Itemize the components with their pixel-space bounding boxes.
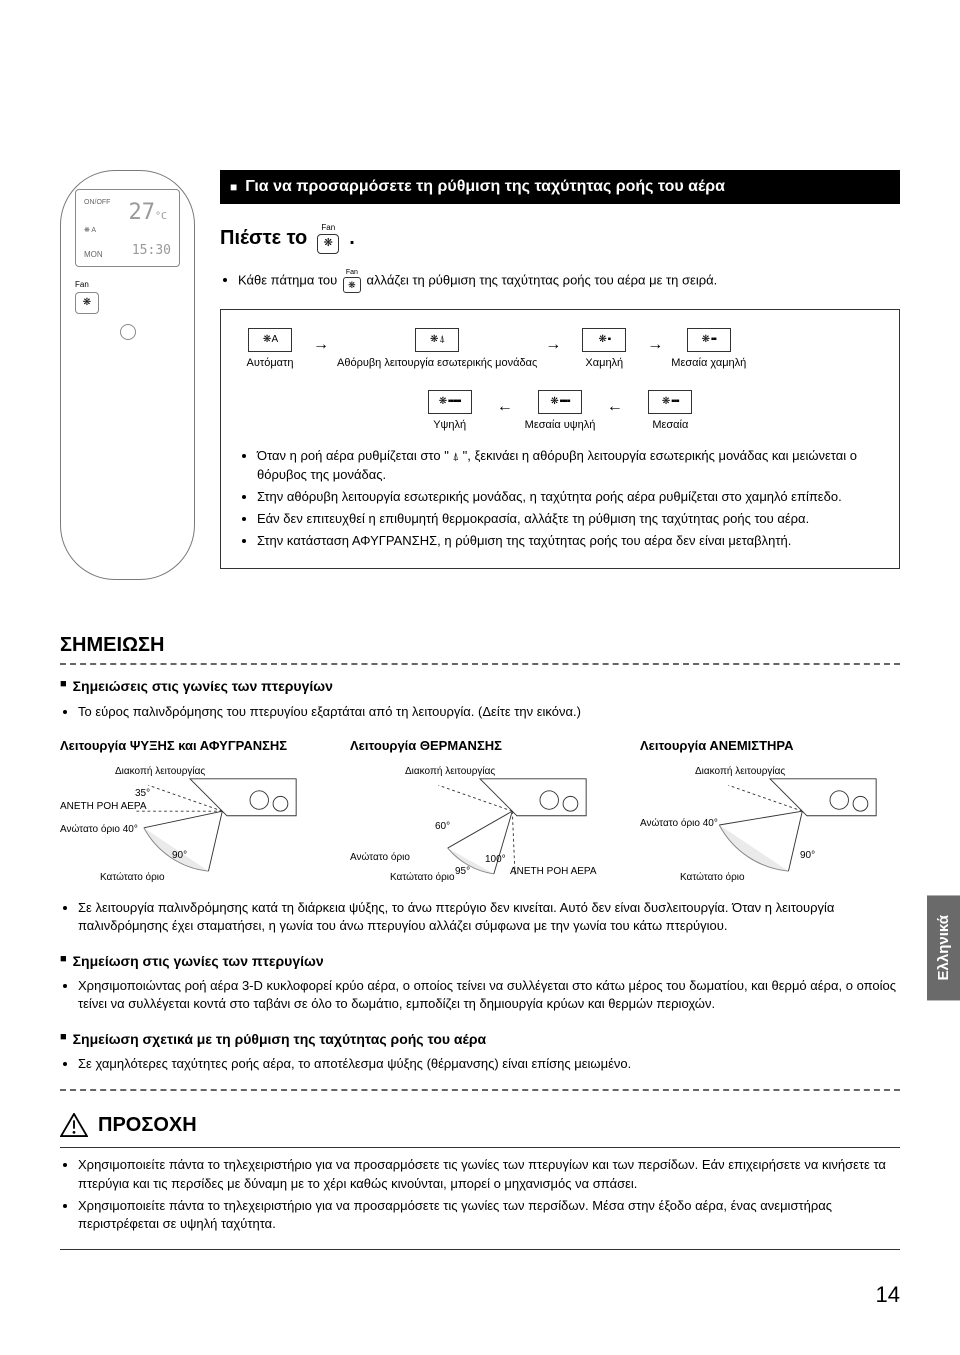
tree-icon: ⍋ <box>452 451 459 463</box>
lcd-temp: 27°C <box>128 198 167 229</box>
lcd-icon-row: ❋ A <box>84 226 96 236</box>
subhead-airflow-speed: Σημείωση σχετικά με τη ρύθμιση της ταχύτ… <box>60 1030 900 1050</box>
solid-divider <box>60 1249 900 1250</box>
caution-bullets: Χρησιμοποιείτε πάντα το τηλεχειριστήριο … <box>60 1156 900 1233</box>
lcd-clock: 15:30 <box>132 242 171 260</box>
mode-heat: Λειτουργία ΘΕΡΜΑΝΣΗΣ Διακοπή λειτουργίας… <box>350 737 610 885</box>
caution-bullet-1: Χρησιμοποιείτε πάντα το τηλεχειριστήριο … <box>78 1156 900 1192</box>
label-comfort: ΑΝΕΤΗ ΡΟΗ ΑΕΡΑ <box>510 865 597 879</box>
flow-med: ❋ ▪▪▪ Μεσαία <box>635 390 705 433</box>
remote-fan-label: Fan <box>75 279 180 290</box>
remote-lcd: ON/OFF 27°C ❋ A MON 15:30 <box>75 189 180 267</box>
angle-90: 90° <box>800 849 815 863</box>
arrow-left-icon: → <box>497 396 513 418</box>
flow-quiet: ❋ ⍋ Αθόρυβη λειτουργία εσωτερικής μονάδα… <box>337 328 537 371</box>
mode-heat-title: Λειτουργία ΘΕΡΜΑΝΣΗΣ <box>350 737 610 755</box>
label-upper: Ανώτατο όριο 40° <box>60 823 138 837</box>
subhead2-bullet: Χρησιμοποιώντας ροή αέρα 3-D κυκλοφορεί … <box>78 977 900 1013</box>
arrow-left-icon: → <box>607 396 623 418</box>
inline-fan-icon: Fan ❋ <box>343 268 361 294</box>
mode-diagrams-row: Λειτουργία ΨΥΞΗΣ και ΑΦΥΓΡΑΝΣΗΣ Διακοπή … <box>60 737 900 885</box>
flap-diagram-heat: Διακοπή λειτουργίας 60° Ανώτατο όριο 95°… <box>350 765 610 885</box>
caution-bullet-2: Χρησιμοποιείτε πάντα το τηλεχειριστήριο … <box>78 1197 900 1233</box>
flow-auto: ❋ A Αυτόματη <box>235 328 305 371</box>
dashed-divider <box>60 1089 900 1091</box>
lcd-day: MON <box>84 249 103 260</box>
subhead3-bullet: Σε χαμηλότερες ταχύτητες ροής αέρα, το α… <box>78 1055 900 1073</box>
label-stop: Διακοπή λειτουργίας <box>115 765 205 779</box>
subhead2-bullets: Χρησιμοποιώντας ροή αέρα 3-D κυκλοφορεί … <box>60 977 900 1013</box>
section-title-bar: Για να προσαρμόσετε τη ρύθμιση της ταχύτ… <box>220 170 900 204</box>
flow-medhigh: ❋ ▪▪▪▪ Μεσαία υψηλή <box>525 390 596 433</box>
arrow-right-icon: → <box>647 334 663 356</box>
page-number: 14 <box>60 1280 900 1311</box>
press-label: Πιέστε το <box>220 224 307 252</box>
angle-95: 95° <box>455 865 470 879</box>
subhead-flap-angles-2: Σημείωση στις γωνίες των πτερυγίων <box>60 952 900 972</box>
intro-bullet-list: Κάθε πάτημα του Fan ❋ αλλάζει τη ρύθμιση… <box>220 268 900 294</box>
flow-note-2: Στην αθόρυβη λειτουργία εσωτερικής μονάδ… <box>257 488 885 506</box>
caution-text: ΠΡΟΣΟΧΗ <box>98 1111 197 1139</box>
subhead-flap-angles: Σημειώσεις στις γωνίες των πτερυγίων <box>60 677 900 697</box>
flow-notes: Όταν η ροή αέρα ρυθμίζεται στο " ⍋ ", ξε… <box>235 447 885 550</box>
angle-90: 90° <box>172 849 187 863</box>
flow-note-3: Εάν δεν επιτευχθεί η επιθυμητή θερμοκρασ… <box>257 510 885 528</box>
press-instruction: Πιέστε το Fan ❋ . <box>220 222 900 253</box>
mode-fan: Λειτουργία ΑΝΕΜΙΣΤΗΡΑ Διακοπή λειτουργία… <box>640 737 900 885</box>
flow-note-1: Όταν η ροή αέρα ρυθμίζεται στο " ⍋ ", ξε… <box>257 447 885 484</box>
dashed-divider <box>60 663 900 665</box>
remote-power-button <box>120 324 136 340</box>
angle-100: 100° <box>485 853 506 867</box>
label-lower: Κατώτατο όριο <box>390 871 455 885</box>
subhead3-bullets: Σε χαμηλότερες ταχύτητες ροής αέρα, το α… <box>60 1055 900 1073</box>
flow-high: ❋ ▪▪▪▪▪ Υψηλή <box>415 390 485 433</box>
notice-heading: ΣΗΜΕΙΩΣΗ <box>60 631 900 659</box>
intro-bullet: Κάθε πάτημα του Fan ❋ αλλάζει τη ρύθμιση… <box>238 268 900 294</box>
flow-medlow: ❋ ▪▪ Μεσαία χαμηλή <box>671 328 746 371</box>
arrow-right-icon: → <box>545 334 561 356</box>
mode-cool: Λειτουργία ΨΥΞΗΣ και ΑΦΥΓΡΑΝΣΗΣ Διακοπή … <box>60 737 320 885</box>
label-upper: Ανώτατο όριο 40° <box>640 817 718 831</box>
press-dot: . <box>349 224 355 252</box>
subhead1-bullets: Το εύρος παλινδρόμησης του πτερυγίου εξα… <box>60 703 900 721</box>
label-lower: Κατώτατο όριο <box>100 871 165 885</box>
flow-note-4: Στην κατάσταση ΑΦΥΓΡΑΝΣΗΣ, η ρύθμιση της… <box>257 532 885 550</box>
label-stop: Διακοπή λειτουργίας <box>405 765 495 779</box>
flow-row-bottom: ❋ ▪▪▪▪▪ Υψηλή → ❋ ▪▪▪▪ Μεσαία υψηλή → ❋ … <box>235 390 885 433</box>
flap-diagram-fan: Διακοπή λειτουργίας Ανώτατο όριο 40° 90°… <box>640 765 900 885</box>
language-tab: Ελληνικά <box>927 895 960 1000</box>
lcd-on-off: ON/OFF <box>84 198 110 208</box>
subhead1-bullet: Το εύρος παλινδρόμησης του πτερυγίου εξα… <box>78 703 900 721</box>
section-title: Για να προσαρμόσετε τη ρύθμιση της ταχύτ… <box>245 176 725 198</box>
fan-speed-flow-diagram: ❋ A Αυτόματη → ❋ ⍋ Αθόρυβη λειτουργία εσ… <box>220 309 900 569</box>
label-comfort: ΑΝΕΤΗ ΡΟΗ ΑΕΡΑ <box>60 800 147 814</box>
caution-heading: ΠΡΟΣΟΧΗ <box>60 1111 900 1139</box>
flow-row-top: ❋ A Αυτόματη → ❋ ⍋ Αθόρυβη λειτουργία εσ… <box>235 328 885 371</box>
warning-icon <box>60 1113 88 1137</box>
angle-35: 35° <box>135 787 150 801</box>
remote-control-illustration: ON/OFF 27°C ❋ A MON 15:30 Fan ❋ <box>60 170 195 580</box>
solid-divider <box>60 1147 900 1148</box>
label-stop: Διακοπή λειτουργίας <box>695 765 785 779</box>
flap-diagram-cool: Διακοπή λειτουργίας ΑΝΕΤΗ ΡΟΗ ΑΕΡΑ 35° Α… <box>60 765 320 885</box>
angle-60: 60° <box>435 820 450 834</box>
press-fan-button: Fan ❋ <box>317 222 339 253</box>
remote-fan-button: ❋ <box>75 292 99 314</box>
mode-cool-title: Λειτουργία ΨΥΞΗΣ και ΑΦΥΓΡΑΝΣΗΣ <box>60 737 320 755</box>
swing-note-list: Σε λειτουργία παλινδρόμησης κατά τη διάρ… <box>60 899 900 935</box>
flow-low: ❋ ▪ Χαμηλή <box>569 328 639 371</box>
label-lower: Κατώτατο όριο <box>680 871 745 885</box>
mode-fan-title: Λειτουργία ΑΝΕΜΙΣΤΗΡΑ <box>640 737 900 755</box>
swing-note: Σε λειτουργία παλινδρόμησης κατά τη διάρ… <box>78 899 900 935</box>
arrow-right-icon: → <box>313 334 329 356</box>
remote-fan-button-group: Fan ❋ <box>75 279 180 314</box>
label-upper: Ανώτατο όριο <box>350 851 410 865</box>
